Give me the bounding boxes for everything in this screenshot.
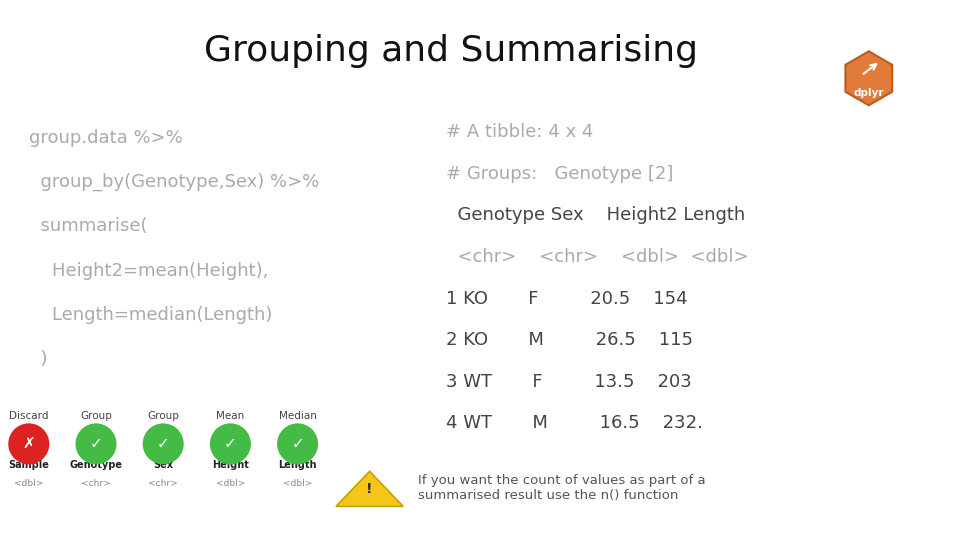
- Text: Length=median(Length): Length=median(Length): [29, 306, 273, 324]
- Text: ✓: ✓: [89, 436, 103, 451]
- Text: Genotype: Genotype: [69, 461, 123, 470]
- Text: 3 WT       F         13.5    203: 3 WT F 13.5 203: [446, 373, 692, 391]
- Text: Genotype Sex    Height2 Length: Genotype Sex Height2 Length: [446, 206, 746, 225]
- Text: <dbl>: <dbl>: [283, 479, 312, 488]
- Text: Discard: Discard: [9, 411, 49, 421]
- Text: <dbl>: <dbl>: [216, 479, 245, 488]
- Text: Group: Group: [80, 411, 112, 421]
- Text: Grouping and Summarising: Grouping and Summarising: [204, 35, 698, 68]
- Text: Length: Length: [278, 461, 317, 470]
- Text: 2 KO       M         26.5    115: 2 KO M 26.5 115: [446, 331, 693, 349]
- Text: dplyr: dplyr: [853, 88, 884, 98]
- Text: ✓: ✓: [156, 436, 170, 451]
- Polygon shape: [336, 471, 403, 507]
- Text: ✓: ✓: [291, 436, 304, 451]
- Text: <chr>: <chr>: [82, 479, 110, 488]
- Text: Sex: Sex: [154, 461, 173, 470]
- Text: ✗: ✗: [22, 436, 36, 451]
- Ellipse shape: [210, 423, 251, 464]
- Text: # Groups:   Genotype [2]: # Groups: Genotype [2]: [446, 165, 674, 183]
- Text: 4 WT       M         16.5    232.: 4 WT M 16.5 232.: [446, 414, 704, 433]
- Text: Height: Height: [212, 461, 249, 470]
- Text: <chr>    <chr>    <dbl>  <dbl>: <chr> <chr> <dbl> <dbl>: [446, 248, 749, 266]
- Text: ✓: ✓: [224, 436, 237, 451]
- Polygon shape: [846, 51, 892, 105]
- Text: <chr>: <chr>: [149, 479, 178, 488]
- Text: Mean: Mean: [216, 411, 245, 421]
- Ellipse shape: [143, 423, 183, 464]
- Text: 1 KO       F         20.5    154: 1 KO F 20.5 154: [446, 289, 688, 308]
- Text: <dbl>: <dbl>: [14, 479, 43, 488]
- Ellipse shape: [9, 423, 49, 464]
- Text: !: !: [367, 482, 372, 496]
- Ellipse shape: [76, 423, 116, 464]
- Ellipse shape: [277, 423, 318, 464]
- Text: ): ): [29, 350, 47, 368]
- Text: group_by(Genotype,Sex) %>%: group_by(Genotype,Sex) %>%: [29, 173, 319, 191]
- Text: # A tibble: 4 x 4: # A tibble: 4 x 4: [446, 123, 594, 141]
- Text: summarise(: summarise(: [29, 217, 147, 235]
- Text: If you want the count of values as part of a
summarised result use the n() funct: If you want the count of values as part …: [418, 474, 706, 502]
- Text: group.data %>%: group.data %>%: [29, 129, 182, 147]
- Text: Sample: Sample: [9, 461, 49, 470]
- Text: Median: Median: [278, 411, 317, 421]
- Text: Height2=mean(Height),: Height2=mean(Height),: [29, 261, 268, 280]
- Text: Group: Group: [147, 411, 180, 421]
